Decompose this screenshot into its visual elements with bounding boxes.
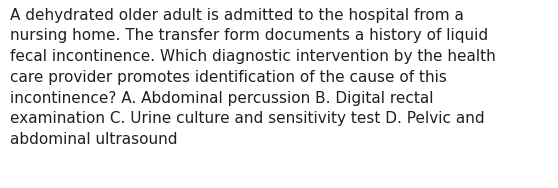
Text: A dehydrated older adult is admitted to the hospital from a
nursing home. The tr: A dehydrated older adult is admitted to … bbox=[10, 8, 496, 147]
